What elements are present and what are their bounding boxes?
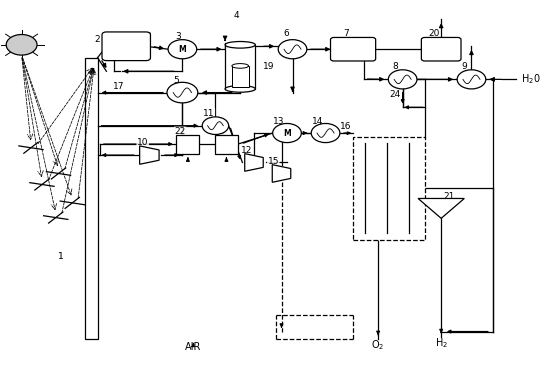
Circle shape [202,117,229,135]
Text: 7: 7 [343,29,349,38]
Ellipse shape [225,86,256,92]
Text: 15: 15 [268,157,279,166]
FancyBboxPatch shape [421,38,461,61]
Bar [86,58,98,339]
Text: 1: 1 [59,252,64,261]
Text: 9: 9 [461,62,467,71]
Ellipse shape [232,63,248,68]
Text: 11: 11 [203,109,215,118]
Text: M: M [283,128,291,138]
Bar [215,135,238,154]
Text: M: M [178,45,186,54]
Polygon shape [418,199,464,218]
Text: H$_2$0: H$_2$0 [521,72,540,86]
Text: 23: 23 [213,127,225,136]
Text: 2: 2 [94,35,100,44]
Bar [225,45,256,89]
Text: O$_2$: O$_2$ [371,339,385,352]
Text: 24: 24 [389,90,401,99]
Text: 16: 16 [340,122,352,131]
Circle shape [278,39,307,59]
Text: 5: 5 [173,76,179,85]
Text: 12: 12 [241,146,252,155]
Text: H$_2$: H$_2$ [434,337,448,350]
Circle shape [457,70,486,89]
Text: 1: 1 [59,252,64,261]
Circle shape [167,82,198,103]
Text: 4: 4 [233,11,239,20]
Bar [232,66,248,87]
Text: 18: 18 [141,32,152,41]
Text: 13: 13 [273,117,284,126]
Bar [353,137,424,239]
Circle shape [273,124,301,142]
FancyBboxPatch shape [331,38,376,61]
Bar [176,135,199,154]
Text: AIR: AIR [185,342,201,352]
Text: 3: 3 [175,32,181,41]
Text: 17: 17 [113,82,125,91]
Circle shape [388,70,417,89]
Text: 19: 19 [263,62,274,71]
Polygon shape [272,165,291,182]
Text: 22: 22 [174,127,186,136]
Text: 8: 8 [392,62,398,71]
Text: 10: 10 [137,138,148,148]
Circle shape [311,124,340,142]
Ellipse shape [225,41,256,48]
Circle shape [6,35,37,55]
Text: 21: 21 [443,192,455,201]
Text: 6: 6 [283,29,289,38]
FancyBboxPatch shape [102,32,151,61]
Text: 20: 20 [428,29,440,38]
Circle shape [168,39,197,59]
Text: 14: 14 [312,117,323,126]
Polygon shape [140,146,159,164]
Polygon shape [245,154,263,171]
